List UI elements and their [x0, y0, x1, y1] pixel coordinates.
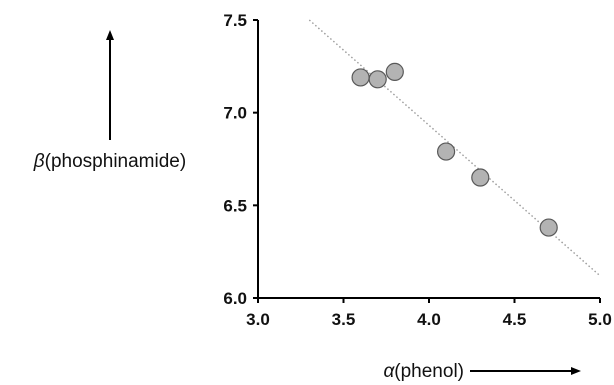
y-tick-label: 7.5: [223, 11, 247, 30]
y-axis-symbol: β: [33, 151, 45, 172]
y-tick-label: 7.0: [223, 104, 247, 123]
y-tick-label: 6.0: [223, 289, 247, 308]
y-axis-arrowhead: [106, 30, 114, 40]
x-axis-arrowhead: [571, 367, 581, 375]
data-point-4: [437, 142, 456, 161]
y-axis-text: (phosphinamide): [45, 151, 187, 172]
data-point-3: [385, 62, 404, 81]
x-axis-symbol: α: [383, 361, 395, 382]
y-axis-title: β(phosphinamide): [33, 151, 186, 172]
x-tick-label: 4.0: [417, 310, 441, 329]
trendline: [308, 19, 601, 277]
x-tick-label: 4.5: [503, 310, 527, 329]
x-tick-label: 3.5: [332, 310, 356, 329]
data-point-1: [351, 68, 370, 87]
data-point-6: [539, 218, 558, 237]
x-axis-title: α(phenol): [383, 361, 464, 382]
x-tick-label: 5.0: [588, 310, 612, 329]
data-point-5: [471, 168, 490, 187]
x-tick-label: 3.0: [246, 310, 270, 329]
data-point-2: [368, 70, 387, 89]
x-axis-text: (phenol): [394, 361, 464, 382]
y-tick-label: 6.5: [223, 196, 247, 215]
